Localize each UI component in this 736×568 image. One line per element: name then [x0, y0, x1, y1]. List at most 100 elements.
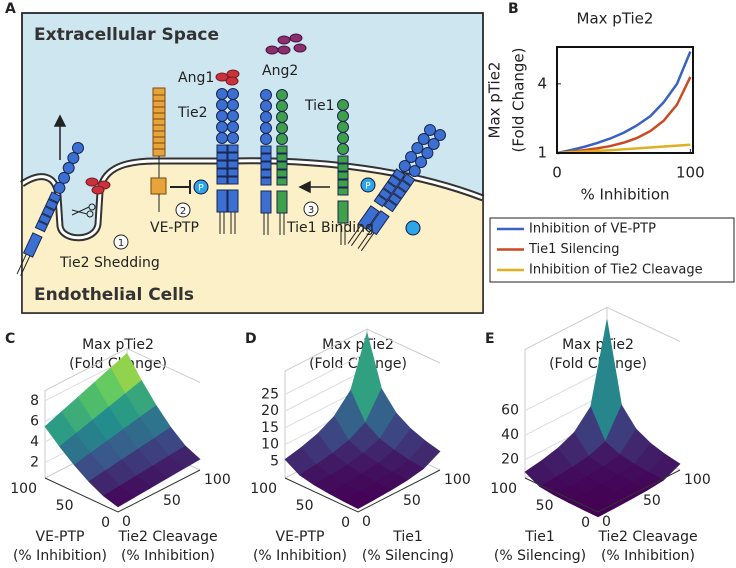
y-tick-label: 50 [163, 493, 181, 509]
z-tick-label: 6 [30, 413, 39, 429]
z-tick-label: 25 [261, 386, 279, 402]
surface-patch [582, 500, 616, 518]
y-axis-label: (% Inhibition) [121, 548, 215, 564]
y-tick-label: 100 [444, 472, 471, 488]
series-line [556, 143, 691, 155]
ve-ptp-icon [150, 87, 191, 212]
y-tick-label: 1 [537, 144, 547, 162]
y-tick-label: 100 [684, 472, 711, 488]
series-line [556, 76, 692, 155]
step-name: VE-PTP [150, 220, 199, 236]
y-tick-label: 100 [204, 472, 231, 488]
x-axis-label: (% Inhibition) [13, 548, 107, 564]
y-axis-label: Tie2 Cleavage [117, 529, 217, 545]
panel-letter: B [508, 1, 519, 17]
ang2-icon [265, 33, 307, 55]
legend-label: Inhibition of VE-PTP [529, 222, 656, 237]
phospho-label: P [198, 184, 204, 194]
region-label: Extracellular Space [34, 25, 219, 45]
x-axis-label: VE-PTP [276, 529, 325, 545]
x-tick-label: 100 [490, 481, 517, 497]
x-axis-label: % Inhibition [580, 186, 669, 204]
y-axis-label: Tie1 [392, 529, 423, 545]
grid-line [284, 351, 368, 395]
panel-a: P P 1 2 3 Tie2 Shedding VE-PTP Tie1 Bind… [5, 1, 485, 314]
x-tick-label: 50 [536, 498, 554, 514]
x-axis-label: Tie1 [524, 529, 555, 545]
y-tick-label: 4 [537, 74, 547, 92]
y-tick-label: 50 [403, 493, 421, 509]
step-circles [113, 201, 319, 250]
legend-box [489, 217, 735, 283]
arrows [53, 114, 330, 194]
y-axis-label: (% Inhibition) [601, 548, 695, 564]
x-tick-label: 0 [101, 515, 110, 531]
x-axis-label: VE-PTP [36, 529, 85, 545]
step-number: 1 [118, 238, 124, 249]
y-tick-label: 50 [643, 493, 661, 509]
x-tick-label: 0 [552, 164, 562, 182]
y-axis-label: (% Silencing) [362, 548, 454, 564]
chart-title: Max pTie2 [82, 337, 154, 353]
y-axis-label: Max pTie2 [486, 62, 504, 139]
legend-label: Tie1 Silencing [528, 242, 620, 257]
x-tick-label: 50 [296, 498, 314, 514]
x-axis-label: (% Silencing) [494, 548, 586, 564]
region-label: Endothelial Cells [34, 285, 194, 305]
cell-bg [22, 160, 483, 313]
x-axis-label: (% Inhibition) [253, 548, 347, 564]
z-tick-label: 4 [30, 434, 39, 450]
step-number: 3 [308, 205, 314, 216]
floor-axes [284, 469, 441, 513]
protein-label: Tie1 [304, 98, 335, 114]
scissors [71, 203, 96, 218]
x-tick-label: 50 [56, 498, 74, 514]
panel-frame [21, 12, 484, 314]
grid-line [524, 368, 608, 412]
phospho-markers [193, 177, 421, 236]
x-tick-label: 100 [676, 164, 705, 182]
floor-axes [524, 469, 681, 513]
chart-title: (Fold Change) [549, 356, 647, 372]
z-tick-label: 20 [501, 452, 519, 468]
panel-letter: E [485, 331, 495, 347]
panel-letter: D [245, 331, 257, 347]
x-tick-label: 0 [341, 515, 350, 531]
grid-line [284, 368, 368, 412]
z-tick-label: 5 [270, 453, 279, 469]
phospho-label: P [365, 182, 371, 192]
floor-axes [44, 469, 201, 513]
z-tick-label: 10 [261, 437, 279, 453]
x-tick-label: 100 [10, 481, 37, 497]
y-axis-label: Tie2 Cleavage [597, 529, 697, 545]
legend-label: Inhibition of Tie2 Cleavage [529, 263, 703, 278]
y-axis-label: (Fold Change) [510, 48, 528, 153]
step-name: Tie2 Shedding [59, 255, 160, 271]
chart-title: Max pTie2 [562, 337, 634, 353]
y-tick-label: 0 [122, 514, 131, 530]
protein-label: Ang2 [262, 63, 298, 79]
x-tick-label: 100 [250, 481, 277, 497]
z-tick-label: 60 [501, 403, 519, 419]
z-tick-label: 8 [30, 393, 39, 409]
surface-patch [342, 491, 376, 509]
z-tick-label: 2 [30, 455, 39, 471]
ang1-icon [85, 69, 240, 195]
chart-title: Max pTie2 [577, 10, 654, 28]
chart-title: Max pTie2 [322, 337, 394, 353]
protein-label: Tie2 [177, 105, 208, 121]
plot-frame [556, 46, 694, 154]
z-tick-label: 40 [501, 427, 519, 443]
panel-letter: C [5, 331, 15, 347]
series-line [556, 51, 692, 155]
y-tick-label: 0 [602, 514, 611, 530]
protein-label: Ang1 [178, 70, 214, 86]
y-tick-label: 0 [362, 514, 371, 530]
x-tick-label: 0 [581, 515, 590, 531]
panel-letter: A [5, 1, 16, 17]
z-tick-label: 20 [261, 403, 279, 419]
step-number: 2 [180, 206, 186, 217]
step-name: Tie1 Binding [286, 220, 374, 236]
